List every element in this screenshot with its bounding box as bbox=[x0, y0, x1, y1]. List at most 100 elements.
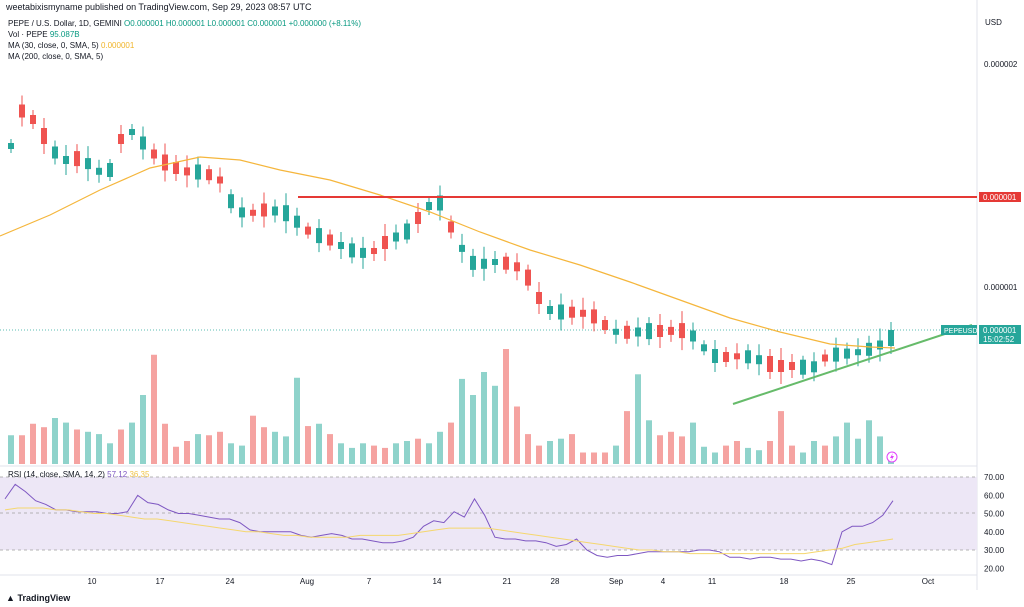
candle-body bbox=[129, 129, 135, 135]
rsi-label[interactable]: RSI (14, close, SMA, 14, 2) bbox=[8, 470, 105, 479]
candle-body bbox=[173, 162, 179, 174]
candle-body bbox=[613, 328, 619, 335]
rsi-value: 57.12 bbox=[107, 470, 128, 479]
volume-bar bbox=[382, 447, 388, 464]
volume-bar bbox=[811, 441, 817, 464]
volume-bar bbox=[536, 445, 542, 464]
volume-bar bbox=[448, 422, 454, 464]
volume-label[interactable]: Vol · PEPE bbox=[8, 30, 48, 39]
volume-bar bbox=[690, 422, 696, 464]
time-tick-label: 4 bbox=[661, 577, 666, 586]
symbol-tag-text: PEPEUSD bbox=[944, 328, 977, 335]
volume-bar bbox=[74, 429, 80, 464]
chart-legend: PEPE / U.S. Dollar, 1D, GEMINI O0.000001… bbox=[8, 18, 361, 62]
volume-bar bbox=[415, 438, 421, 464]
candle-body bbox=[393, 232, 399, 242]
candle-body bbox=[888, 330, 894, 346]
volume-bar bbox=[481, 372, 487, 464]
volume-bar bbox=[338, 443, 344, 464]
volume-bar bbox=[283, 436, 289, 464]
volume-bar bbox=[525, 434, 531, 464]
volume-bar bbox=[580, 452, 586, 464]
candle-body bbox=[877, 340, 883, 350]
volume-bar bbox=[503, 349, 509, 464]
candle-body bbox=[767, 356, 773, 372]
brand-icon: ▲ bbox=[6, 593, 15, 603]
volume-value: 95.087B bbox=[49, 30, 80, 39]
candle-body bbox=[30, 115, 36, 124]
ma30-label[interactable]: MA (30, close, 0, SMA, 5) bbox=[8, 41, 99, 50]
rsi-tick-label: 40.00 bbox=[984, 528, 1005, 537]
volume-bar bbox=[305, 426, 311, 464]
time-tick-label: 21 bbox=[503, 577, 512, 586]
resistance-price-text: 0.000001 bbox=[983, 193, 1017, 202]
candle-body bbox=[745, 350, 751, 364]
candle-body bbox=[679, 323, 685, 339]
volume-bar bbox=[85, 431, 91, 464]
candle-body bbox=[822, 354, 828, 362]
symbol-price-tag bbox=[941, 325, 977, 335]
volume-bar bbox=[492, 385, 498, 464]
volume-bar bbox=[217, 431, 223, 464]
volume-bar bbox=[173, 446, 179, 464]
candle-body bbox=[415, 212, 421, 224]
rsi-legend: RSI (14, close, SMA, 14, 2) 57.12 36.35 bbox=[8, 470, 149, 479]
volume-bar bbox=[195, 434, 201, 464]
candle-body bbox=[327, 234, 333, 246]
candle-body bbox=[184, 167, 190, 176]
ma200-label[interactable]: MA (200, close, 0, SMA, 5) bbox=[8, 52, 104, 61]
volume-bar bbox=[140, 395, 146, 464]
price-tick-1: 0.000002 bbox=[984, 60, 1018, 69]
volume-bar bbox=[184, 441, 190, 464]
candle-body bbox=[646, 323, 652, 340]
last-price-text: 0.000001 bbox=[983, 326, 1017, 335]
candle-body bbox=[316, 228, 322, 244]
symbol-row: PEPE / U.S. Dollar, 1D, GEMINI O0.000001… bbox=[8, 18, 361, 29]
ohlc-values: O0.000001 H0.000001 L0.000001 C0.000001 … bbox=[124, 19, 361, 28]
rsi-band bbox=[0, 477, 977, 550]
volume-bar bbox=[723, 445, 729, 464]
candle-body bbox=[63, 156, 69, 164]
volume-bar bbox=[96, 434, 102, 464]
volume-bar bbox=[371, 445, 377, 464]
time-tick-label: 10 bbox=[88, 577, 97, 586]
volume-bar bbox=[756, 450, 762, 464]
countdown-text: 15:02:52 bbox=[983, 335, 1015, 344]
candle-body bbox=[657, 325, 663, 337]
candle-body bbox=[272, 206, 278, 216]
volume-bar bbox=[294, 377, 300, 464]
volume-bar bbox=[767, 441, 773, 464]
candle-body bbox=[283, 205, 289, 222]
candle-body bbox=[591, 309, 597, 324]
candle-body bbox=[250, 209, 256, 216]
volume-bar bbox=[470, 395, 476, 464]
rsi-axis-ticks: 70.00 60.00 50.00 40.00 30.00 20.00 bbox=[984, 473, 1005, 573]
volume-bar bbox=[30, 423, 36, 464]
candle-body bbox=[371, 248, 377, 254]
candle-body bbox=[580, 309, 586, 317]
symbol-title[interactable]: PEPE / U.S. Dollar, 1D, GEMINI bbox=[8, 19, 122, 28]
candle-body bbox=[734, 353, 740, 360]
candles bbox=[8, 95, 894, 384]
candle-body bbox=[140, 136, 146, 150]
lightning-glyph bbox=[890, 453, 894, 461]
candle-body bbox=[239, 207, 245, 218]
candle-body bbox=[437, 195, 443, 211]
volume-bar bbox=[52, 418, 58, 464]
time-tick-label: Oct bbox=[922, 577, 935, 586]
candle-body bbox=[811, 361, 817, 373]
volume-bar bbox=[800, 452, 806, 464]
support-trendline[interactable] bbox=[732, 324, 973, 405]
candle-body bbox=[96, 167, 102, 175]
tradingview-logo[interactable]: ▲ TradingView bbox=[6, 593, 70, 603]
candle-body bbox=[558, 304, 564, 320]
volume-bar bbox=[833, 436, 839, 464]
publisher-caption: weetabixismyname published on TradingVie… bbox=[6, 2, 312, 12]
currency-label: USD bbox=[985, 18, 1002, 27]
last-price-tag bbox=[979, 325, 1021, 344]
volume-bar bbox=[250, 415, 256, 464]
volume-bar bbox=[129, 422, 135, 464]
candle-body bbox=[41, 128, 47, 144]
candle-body bbox=[426, 202, 432, 210]
